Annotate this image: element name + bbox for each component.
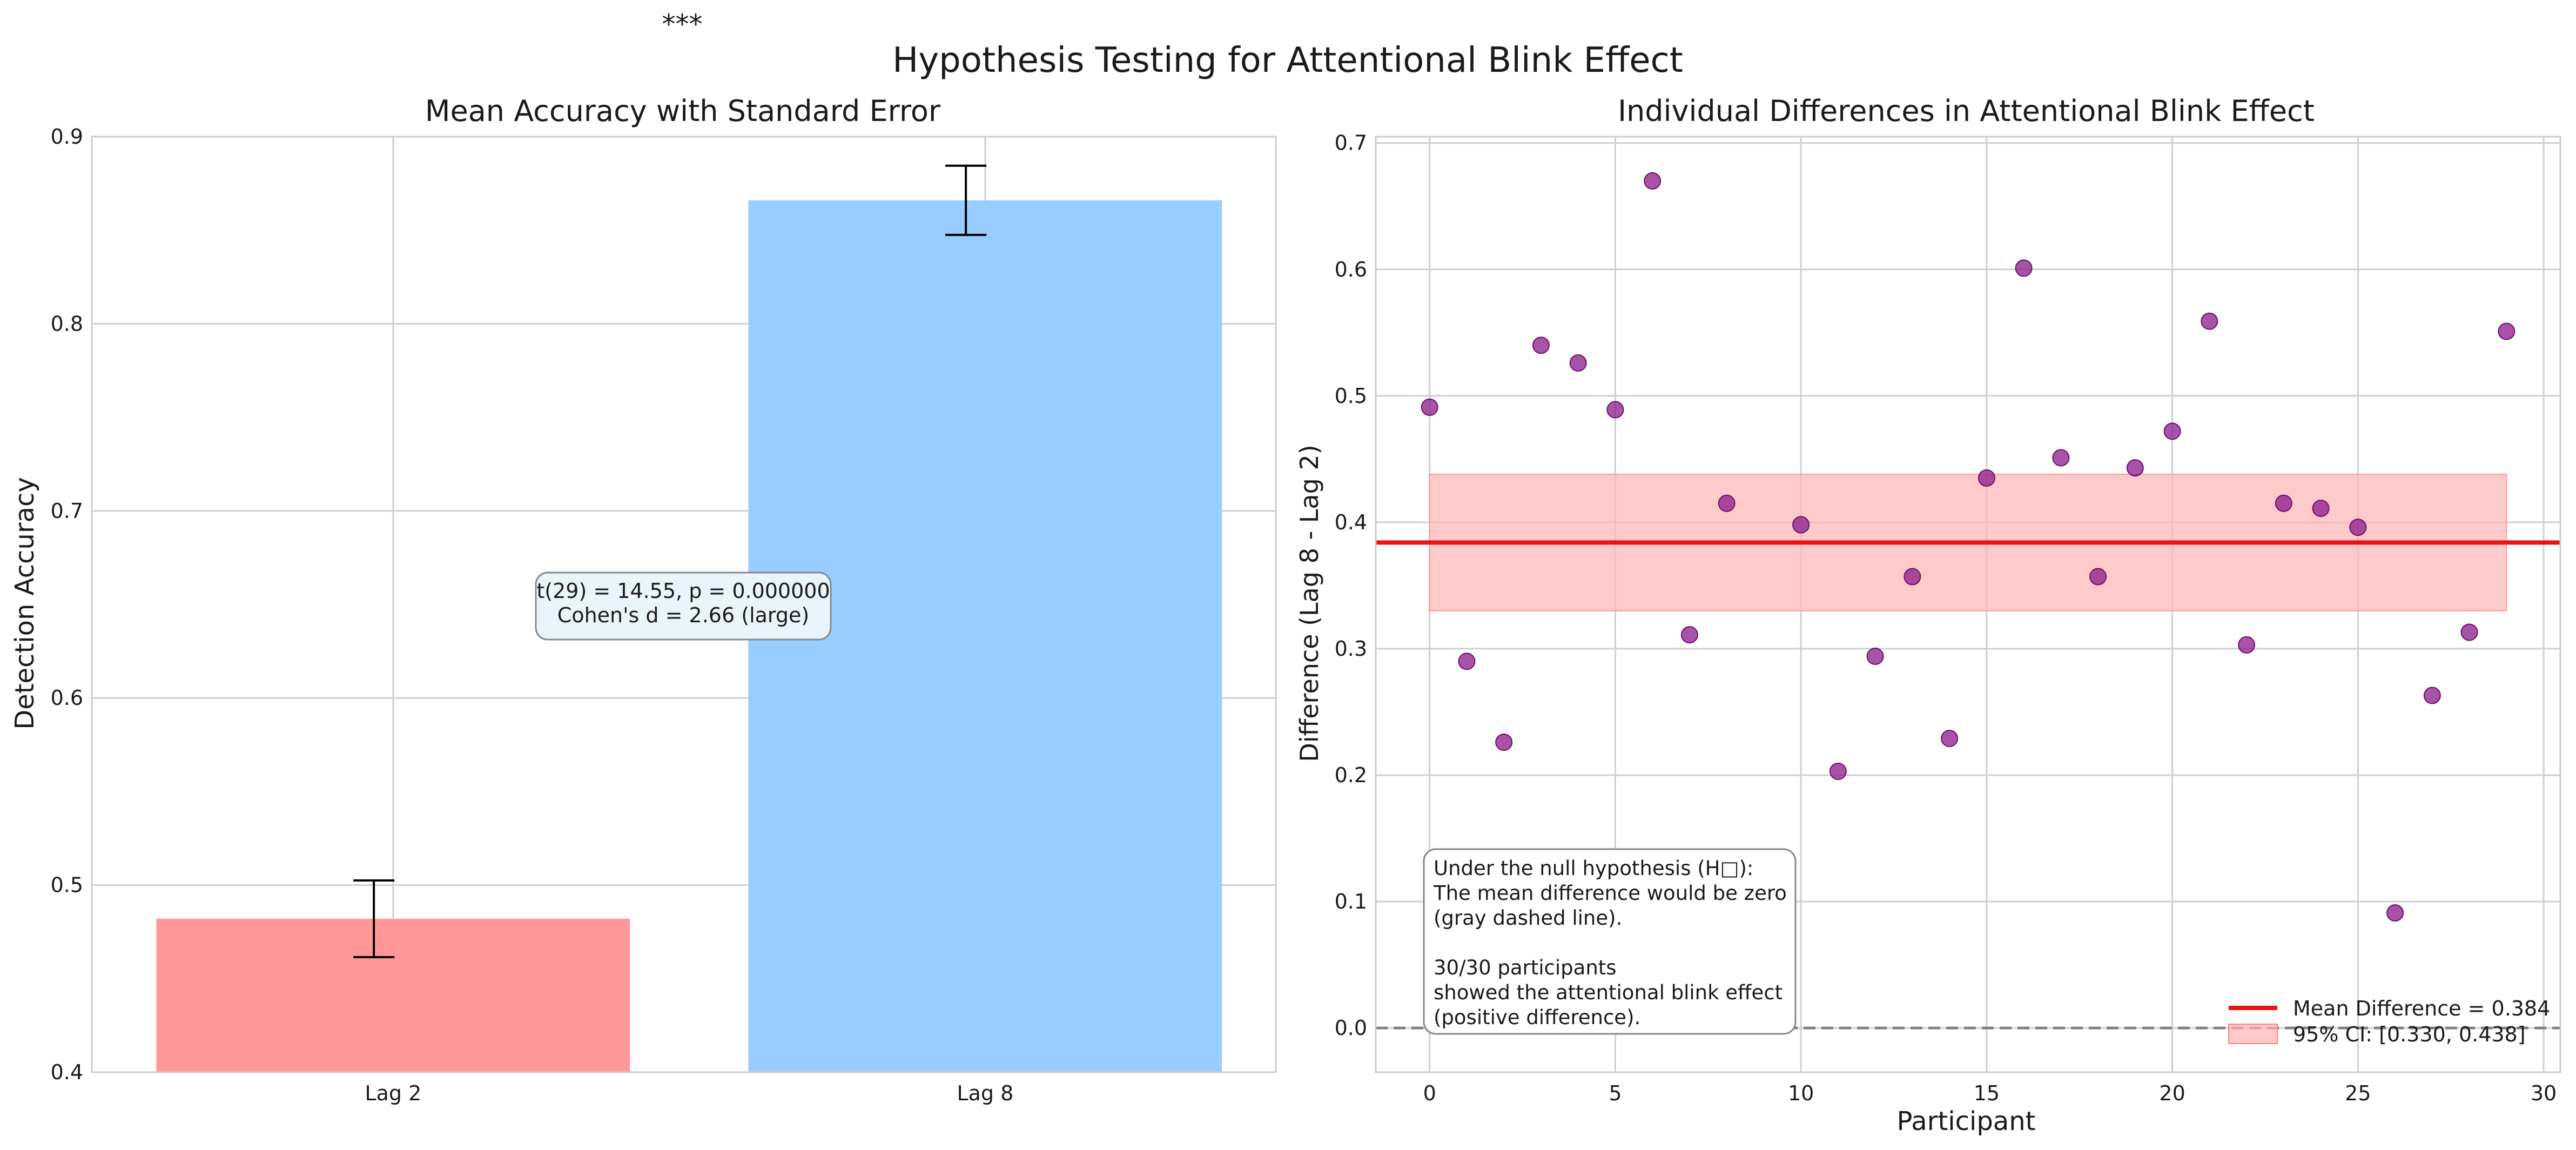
participant-point — [2201, 312, 2218, 330]
right-x-tick-label: 20 — [2159, 1081, 2185, 1105]
left-y-tick-label: 0.8 — [51, 312, 83, 335]
significance-marker: *** — [662, 9, 703, 40]
right-x-tick-label: 25 — [2345, 1081, 2371, 1105]
null-hypothesis-textbox-background — [1423, 848, 1797, 1035]
participant-point — [2349, 519, 2367, 536]
differences-scatter-chart: Individual Differences in Attentional Bl… — [1295, 94, 2561, 1136]
accuracy-bar-chart: Mean Accuracy with Standard Error Detect… — [10, 94, 1277, 1105]
left-y-tick-label: 0.5 — [51, 873, 83, 897]
left-chart-frame — [91, 136, 1277, 1073]
right-y-tick-label: 0.0 — [1335, 1016, 1367, 1040]
right-chart-legend: Mean Difference = 0.384 95% CI: [0.330, … — [2228, 997, 2550, 1046]
right-y-tick-label: 0.5 — [1335, 384, 1367, 408]
participant-point — [1829, 762, 1847, 780]
participant-point — [2163, 422, 2181, 440]
participant-point — [1421, 398, 1438, 416]
left-chart-ylabel: Detection Accuracy — [10, 477, 40, 730]
participant-point — [1569, 354, 1587, 372]
left-y-tick-label: 0.4 — [51, 1060, 83, 1084]
participant-point — [2015, 259, 2033, 277]
participant-point — [2275, 494, 2292, 512]
participant-point — [2052, 449, 2070, 467]
right-x-tick-label: 0 — [1423, 1081, 1436, 1105]
right-chart-ylabel: Difference (Lag 8 - Lag 2) — [1295, 445, 1324, 762]
left-y-tick-label: 0.7 — [51, 499, 83, 523]
right-chart-frame — [1375, 136, 2561, 1073]
participant-point — [2498, 322, 2516, 340]
left-x-tick-label: Lag 8 — [957, 1081, 1013, 1105]
right-chart-xlabel: Participant — [1897, 1106, 2036, 1136]
participant-point — [1718, 494, 1736, 512]
participant-point — [2386, 904, 2404, 922]
textbox-line-3: (gray dashed line). — [1434, 906, 1622, 930]
legend-ci-swatch — [2228, 1024, 2278, 1044]
left-chart-title: Mean Accuracy with Standard Error — [425, 94, 941, 128]
null-hypothesis-textbox: Under the null hypothesis (H□): The mean… — [1423, 848, 1797, 1035]
right-chart-x-tick-labels: 0 5 10 15 20 25 30 — [1423, 1081, 2557, 1105]
textbox-line-1: Under the null hypothesis (H□): — [1434, 857, 1753, 880]
right-chart-y-tick-labels: 0.0 0.1 0.2 0.3 0.4 0.5 0.6 0.7 — [1335, 131, 1367, 1040]
right-y-tick-label: 0.6 — [1335, 258, 1367, 281]
textbox-line-6: showed the attentional blink effect — [1434, 981, 1783, 1004]
right-x-tick-label: 5 — [1609, 1081, 1622, 1105]
left-x-tick-label: Lag 2 — [365, 1081, 421, 1105]
participant-point — [1904, 568, 1921, 586]
participant-point — [2312, 500, 2330, 517]
left-y-tick-label: 0.9 — [51, 125, 83, 149]
participant-point — [1680, 626, 1698, 644]
legend-ci-label: 95% CI: [0.330, 0.438] — [2293, 1023, 2526, 1046]
left-chart-x-tick-labels: Lag 2 Lag 8 — [365, 1081, 1013, 1105]
stats-annotation-line1: t(29) = 14.55, p = 0.000000 — [536, 579, 830, 603]
right-x-tick-label: 15 — [1974, 1081, 2000, 1105]
right-x-tick-label: 30 — [2531, 1081, 2557, 1105]
right-y-tick-label: 0.2 — [1335, 763, 1367, 787]
right-y-tick-label: 0.1 — [1335, 890, 1367, 913]
textbox-line-2: The mean difference would be zero — [1433, 882, 1787, 905]
participant-point — [2089, 568, 2107, 586]
participant-point — [2238, 636, 2256, 654]
participant-point — [1941, 730, 1959, 748]
right-x-tick-label: 10 — [1788, 1081, 1814, 1105]
textbox-line-7: (positive difference). — [1434, 1006, 1640, 1029]
participant-point — [1495, 734, 1513, 751]
left-chart-y-tick-labels: 0.4 0.5 0.6 0.7 0.8 0.9 — [51, 125, 83, 1084]
legend-mean-label: Mean Difference = 0.384 — [2293, 997, 2550, 1020]
participant-point — [1606, 401, 1624, 419]
bar-lag-2 — [156, 918, 630, 1072]
participant-point — [2460, 623, 2478, 641]
participant-point — [2423, 687, 2441, 704]
stats-annotation-box: t(29) = 14.55, p = 0.000000 Cohen's d = … — [535, 571, 832, 641]
right-y-tick-label: 0.3 — [1335, 637, 1367, 661]
participant-point — [1866, 647, 1884, 665]
right-chart-title: Individual Differences in Attentional Bl… — [1618, 94, 2315, 128]
figure-suptitle: Hypothesis Testing for Attentional Blink… — [892, 41, 1683, 80]
right-y-tick-label: 0.4 — [1335, 510, 1367, 534]
left-y-tick-label: 0.6 — [51, 686, 83, 710]
stats-annotation-background — [535, 571, 832, 641]
participant-point — [1644, 172, 1662, 190]
right-y-tick-label: 0.7 — [1335, 131, 1367, 155]
textbox-line-5: 30/30 participants — [1434, 956, 1617, 979]
participant-point — [2126, 459, 2144, 477]
participant-point — [1458, 653, 1476, 670]
left-chart-error-bars — [353, 164, 987, 958]
participant-point — [1532, 337, 1550, 354]
participant-point — [1978, 469, 1995, 487]
stats-annotation-line2: Cohen's d = 2.66 (large) — [557, 603, 809, 627]
participant-point — [1792, 516, 1810, 534]
